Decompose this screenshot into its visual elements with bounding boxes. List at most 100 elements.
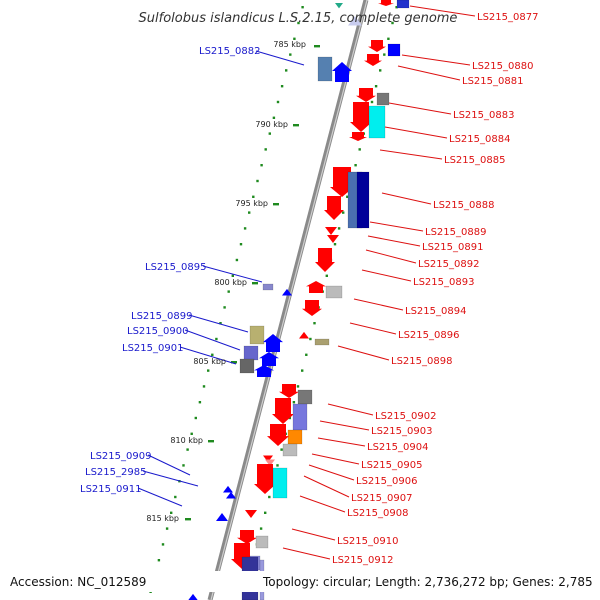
tick-mark bbox=[186, 448, 189, 451]
tick-mark bbox=[285, 69, 288, 72]
gene-label[interactable]: LS215_0904 bbox=[367, 442, 428, 453]
feature-block bbox=[249, 325, 265, 345]
tick-mark bbox=[202, 385, 206, 388]
connector-line bbox=[361, 269, 412, 282]
gene-label[interactable]: LS215_2985 bbox=[85, 467, 146, 478]
tick-mark bbox=[215, 337, 218, 341]
tick-mark bbox=[157, 559, 161, 562]
tick-mark bbox=[207, 369, 210, 372]
tick-mark bbox=[342, 211, 345, 214]
feature-block bbox=[368, 105, 386, 139]
feature-block bbox=[376, 92, 390, 106]
connector-line bbox=[291, 528, 336, 541]
gene-arrow-forward bbox=[349, 132, 367, 141]
tick-mark bbox=[301, 369, 304, 372]
gene-label[interactable]: LS215_0900 bbox=[127, 326, 188, 337]
tick-mark bbox=[280, 85, 284, 88]
gene-arrow-small bbox=[188, 593, 198, 600]
scale-label: 790 kbp bbox=[255, 120, 288, 129]
gene-label[interactable]: LS215_0907 bbox=[351, 493, 412, 504]
gene-label[interactable]: LS215_0885 bbox=[444, 155, 505, 166]
feature-block bbox=[356, 171, 370, 229]
gene-arrow-small bbox=[325, 227, 337, 235]
gene-label[interactable]: LS215_0912 bbox=[332, 555, 393, 566]
tick-mark bbox=[268, 495, 271, 499]
gene-label[interactable]: LS215_0891 bbox=[422, 242, 483, 253]
gene-label[interactable]: LS215_0901 bbox=[122, 343, 183, 354]
connector-line bbox=[137, 487, 183, 507]
gene-label[interactable]: LS215_0882 bbox=[199, 46, 260, 57]
gene-label[interactable]: LS215_0894 bbox=[405, 306, 466, 317]
gene-label[interactable]: LS215_0908 bbox=[347, 508, 408, 519]
gene-arrow-small bbox=[299, 331, 309, 339]
gene-label[interactable]: LS215_0889 bbox=[425, 227, 486, 238]
connector-line bbox=[381, 192, 432, 205]
gene-label[interactable]: LS215_0903 bbox=[371, 426, 432, 437]
gene-arrow-forward bbox=[272, 398, 294, 424]
gene-label[interactable]: LS215_0892 bbox=[418, 259, 479, 270]
gene-label[interactable]: LS215_0896 bbox=[398, 330, 459, 341]
tick-mark bbox=[198, 401, 202, 404]
gene-label[interactable]: LS215_0877 bbox=[477, 12, 538, 23]
gene-arrow-forward bbox=[267, 424, 289, 446]
connector-line bbox=[303, 475, 350, 498]
gene-label[interactable]: LS215_0895 bbox=[145, 262, 206, 273]
gene-label[interactable]: LS215_0888 bbox=[433, 200, 494, 211]
feature-block bbox=[396, 0, 410, 9]
gene-label[interactable]: LS215_0906 bbox=[356, 476, 417, 487]
tick-mark bbox=[239, 243, 243, 246]
tick-mark bbox=[235, 258, 239, 262]
label-connectors bbox=[137, 5, 476, 560]
tick-mark bbox=[387, 37, 390, 40]
gene-label[interactable]: LS215_0893 bbox=[413, 277, 474, 288]
gene-arrow-forward bbox=[356, 88, 376, 102]
connector-line bbox=[349, 322, 397, 335]
tick-mark bbox=[358, 148, 361, 151]
tick-mark bbox=[379, 69, 382, 72]
tick-mark bbox=[280, 448, 283, 451]
feature-block bbox=[243, 345, 259, 361]
scale-label: 785 kbp bbox=[273, 40, 306, 49]
tick-mark bbox=[259, 527, 263, 530]
connector-line bbox=[184, 329, 241, 351]
tick-mark bbox=[248, 211, 251, 214]
connector-line bbox=[367, 235, 421, 247]
gene-arrow-small bbox=[223, 485, 233, 493]
feature-block bbox=[325, 285, 343, 299]
feature-block bbox=[387, 43, 401, 57]
connector-line bbox=[337, 345, 390, 361]
connector-line bbox=[401, 54, 471, 66]
gene-arrow-reverse bbox=[254, 365, 274, 377]
gene-label[interactable]: LS215_0880 bbox=[472, 61, 533, 72]
tick-mark bbox=[325, 274, 328, 277]
gene-label[interactable]: LS215_0881 bbox=[462, 76, 523, 87]
gene-label[interactable]: LS215_0902 bbox=[375, 411, 436, 422]
major-tick bbox=[293, 124, 299, 127]
gene-label[interactable]: LS215_0883 bbox=[453, 110, 514, 121]
feature-block bbox=[297, 389, 313, 405]
gene-label[interactable]: LS215_0910 bbox=[337, 536, 398, 547]
tick-mark bbox=[174, 495, 177, 499]
tick-mark bbox=[211, 353, 214, 356]
tick-mark bbox=[182, 464, 185, 467]
connector-line bbox=[365, 249, 417, 264]
tick-mark bbox=[297, 21, 300, 25]
gene-label[interactable]: LS215_0905 bbox=[361, 460, 422, 471]
gene-label[interactable]: LS215_0899 bbox=[131, 311, 192, 322]
feature-block bbox=[314, 338, 330, 346]
tick-mark bbox=[170, 511, 173, 514]
gene-arrow-small bbox=[335, 3, 343, 9]
gene-label[interactable]: LS215_0909 bbox=[90, 451, 151, 462]
gene-label[interactable]: LS215_0898 bbox=[391, 356, 452, 367]
tick-mark bbox=[374, 85, 378, 88]
gene-arrow-small bbox=[216, 513, 228, 521]
gene-arrow-small bbox=[282, 288, 292, 296]
tick-mark bbox=[161, 543, 165, 546]
gene-arrow-small bbox=[327, 235, 339, 243]
gene-label[interactable]: LS215_0911 bbox=[80, 484, 141, 495]
connector-line bbox=[311, 453, 360, 465]
connector-line bbox=[379, 149, 443, 160]
major-tick bbox=[231, 361, 237, 364]
gene-label[interactable]: LS215_0884 bbox=[449, 134, 510, 145]
